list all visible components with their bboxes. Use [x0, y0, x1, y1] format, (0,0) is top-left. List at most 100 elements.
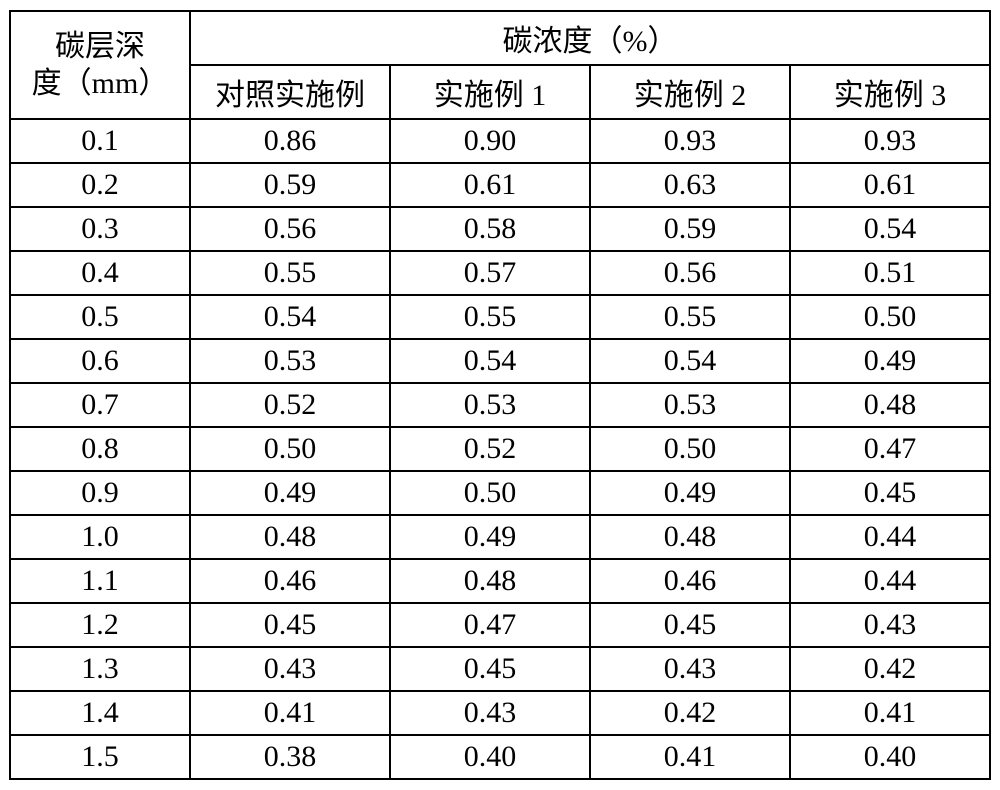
table-row: 0.20.590.610.630.61	[10, 163, 990, 207]
value-cell: 0.49	[390, 515, 590, 559]
column-header-2: 实施例 2	[590, 65, 790, 119]
value-cell: 0.52	[390, 427, 590, 471]
depth-cell: 1.1	[10, 559, 190, 603]
table-row: 1.00.480.490.480.44	[10, 515, 990, 559]
table-header-row-1: 碳层深 度（mm） 碳浓度（%）	[10, 11, 990, 65]
value-cell: 0.47	[390, 603, 590, 647]
column-header-1: 实施例 1	[390, 65, 590, 119]
value-cell: 0.45	[590, 603, 790, 647]
value-cell: 0.45	[190, 603, 390, 647]
value-cell: 0.48	[790, 383, 990, 427]
value-cell: 0.59	[590, 207, 790, 251]
value-cell: 0.51	[790, 251, 990, 295]
value-cell: 0.63	[590, 163, 790, 207]
table-header: 碳层深 度（mm） 碳浓度（%） 对照实施例 实施例 1 实施例 2 实施例 3	[10, 11, 990, 119]
table-row: 1.30.430.450.430.42	[10, 647, 990, 691]
value-cell: 0.56	[190, 207, 390, 251]
value-cell: 0.50	[190, 427, 390, 471]
value-cell: 0.44	[790, 515, 990, 559]
table-row: 0.50.540.550.550.50	[10, 295, 990, 339]
table-row: 0.40.550.570.560.51	[10, 251, 990, 295]
depth-cell: 0.8	[10, 427, 190, 471]
depth-cell: 1.5	[10, 735, 190, 779]
value-cell: 0.40	[390, 735, 590, 779]
depth-cell: 1.4	[10, 691, 190, 735]
table-row: 0.30.560.580.590.54	[10, 207, 990, 251]
value-cell: 0.58	[390, 207, 590, 251]
depth-cell: 1.2	[10, 603, 190, 647]
column-header-0: 对照实施例	[190, 65, 390, 119]
depth-cell: 0.4	[10, 251, 190, 295]
value-cell: 0.44	[790, 559, 990, 603]
value-cell: 0.46	[190, 559, 390, 603]
value-cell: 0.55	[390, 295, 590, 339]
value-cell: 0.93	[790, 119, 990, 163]
row-header-title-cell: 碳层深 度（mm）	[10, 11, 190, 119]
table-row: 0.10.860.900.930.93	[10, 119, 990, 163]
value-cell: 0.50	[790, 295, 990, 339]
row-header-title-line1: 碳层深	[13, 28, 187, 66]
table-body: 0.10.860.900.930.930.20.590.610.630.610.…	[10, 119, 990, 779]
value-cell: 0.47	[790, 427, 990, 471]
value-cell: 0.61	[790, 163, 990, 207]
value-cell: 0.45	[390, 647, 590, 691]
value-cell: 0.54	[590, 339, 790, 383]
value-cell: 0.49	[590, 471, 790, 515]
value-cell: 0.93	[590, 119, 790, 163]
depth-cell: 0.3	[10, 207, 190, 251]
table-row: 1.50.380.400.410.40	[10, 735, 990, 779]
row-header-title-line2: 度（mm）	[13, 65, 187, 103]
depth-cell: 0.1	[10, 119, 190, 163]
value-cell: 0.54	[190, 295, 390, 339]
value-cell: 0.50	[590, 427, 790, 471]
value-cell: 0.40	[790, 735, 990, 779]
value-cell: 0.53	[590, 383, 790, 427]
value-cell: 0.57	[390, 251, 590, 295]
depth-cell: 0.6	[10, 339, 190, 383]
value-cell: 0.41	[590, 735, 790, 779]
value-cell: 0.43	[790, 603, 990, 647]
value-cell: 0.42	[790, 647, 990, 691]
value-cell: 0.41	[190, 691, 390, 735]
column-header-3: 实施例 3	[790, 65, 990, 119]
value-cell: 0.55	[190, 251, 390, 295]
value-cell: 0.43	[590, 647, 790, 691]
value-cell: 0.50	[390, 471, 590, 515]
value-cell: 0.52	[190, 383, 390, 427]
value-cell: 0.54	[790, 207, 990, 251]
value-cell: 0.53	[390, 383, 590, 427]
value-cell: 0.54	[390, 339, 590, 383]
value-cell: 0.46	[590, 559, 790, 603]
value-cell: 0.43	[190, 647, 390, 691]
value-cell: 0.90	[390, 119, 590, 163]
value-cell: 0.86	[190, 119, 390, 163]
value-cell: 0.59	[190, 163, 390, 207]
carbon-concentration-table: 碳层深 度（mm） 碳浓度（%） 对照实施例 实施例 1 实施例 2 实施例 3…	[9, 10, 991, 780]
depth-cell: 0.2	[10, 163, 190, 207]
value-cell: 0.55	[590, 295, 790, 339]
group-header-cell: 碳浓度（%）	[190, 11, 990, 65]
value-cell: 0.48	[190, 515, 390, 559]
value-cell: 0.49	[790, 339, 990, 383]
value-cell: 0.43	[390, 691, 590, 735]
value-cell: 0.53	[190, 339, 390, 383]
value-cell: 0.49	[190, 471, 390, 515]
table-row: 0.90.490.500.490.45	[10, 471, 990, 515]
value-cell: 0.38	[190, 735, 390, 779]
depth-cell: 0.9	[10, 471, 190, 515]
value-cell: 0.41	[790, 691, 990, 735]
table-row: 0.70.520.530.530.48	[10, 383, 990, 427]
table-row: 0.60.530.540.540.49	[10, 339, 990, 383]
table-row: 0.80.500.520.500.47	[10, 427, 990, 471]
value-cell: 0.45	[790, 471, 990, 515]
value-cell: 0.56	[590, 251, 790, 295]
table-row: 1.10.460.480.460.44	[10, 559, 990, 603]
depth-cell: 1.0	[10, 515, 190, 559]
value-cell: 0.48	[590, 515, 790, 559]
value-cell: 0.48	[390, 559, 590, 603]
value-cell: 0.42	[590, 691, 790, 735]
value-cell: 0.61	[390, 163, 590, 207]
table-row: 1.40.410.430.420.41	[10, 691, 990, 735]
depth-cell: 1.3	[10, 647, 190, 691]
depth-cell: 0.7	[10, 383, 190, 427]
